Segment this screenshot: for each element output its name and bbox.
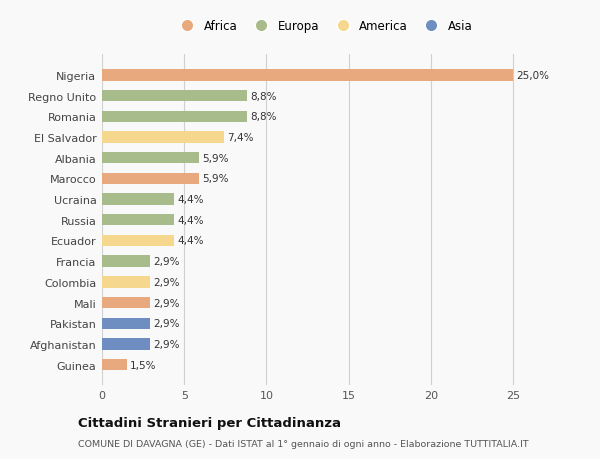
Text: 4,4%: 4,4%: [178, 236, 204, 246]
Text: 5,9%: 5,9%: [202, 153, 229, 163]
Text: Cittadini Stranieri per Cittadinanza: Cittadini Stranieri per Cittadinanza: [78, 416, 341, 429]
Bar: [102, 132, 224, 143]
Text: 2,9%: 2,9%: [153, 257, 179, 267]
Bar: [102, 339, 149, 350]
Text: 1,5%: 1,5%: [130, 360, 157, 370]
Text: 7,4%: 7,4%: [227, 133, 253, 143]
Bar: [102, 112, 247, 123]
Text: 2,9%: 2,9%: [153, 298, 179, 308]
Text: 2,9%: 2,9%: [153, 319, 179, 329]
Bar: [102, 318, 149, 329]
Text: 4,4%: 4,4%: [178, 195, 204, 205]
Legend: Africa, Europa, America, Asia: Africa, Europa, America, Asia: [173, 18, 475, 36]
Bar: [102, 215, 175, 226]
Text: COMUNE DI DAVAGNA (GE) - Dati ISTAT al 1° gennaio di ogni anno - Elaborazione TU: COMUNE DI DAVAGNA (GE) - Dati ISTAT al 1…: [78, 439, 529, 448]
Bar: [102, 70, 513, 81]
Bar: [102, 153, 199, 164]
Text: 2,9%: 2,9%: [153, 277, 179, 287]
Text: 25,0%: 25,0%: [517, 71, 550, 81]
Text: 8,8%: 8,8%: [250, 91, 277, 101]
Bar: [102, 277, 149, 288]
Text: 5,9%: 5,9%: [202, 174, 229, 184]
Bar: [102, 256, 149, 267]
Bar: [102, 194, 175, 205]
Text: 2,9%: 2,9%: [153, 339, 179, 349]
Bar: [102, 297, 149, 308]
Bar: [102, 91, 247, 102]
Bar: [102, 174, 199, 185]
Bar: [102, 359, 127, 370]
Text: 4,4%: 4,4%: [178, 215, 204, 225]
Text: 8,8%: 8,8%: [250, 112, 277, 122]
Bar: [102, 235, 175, 246]
